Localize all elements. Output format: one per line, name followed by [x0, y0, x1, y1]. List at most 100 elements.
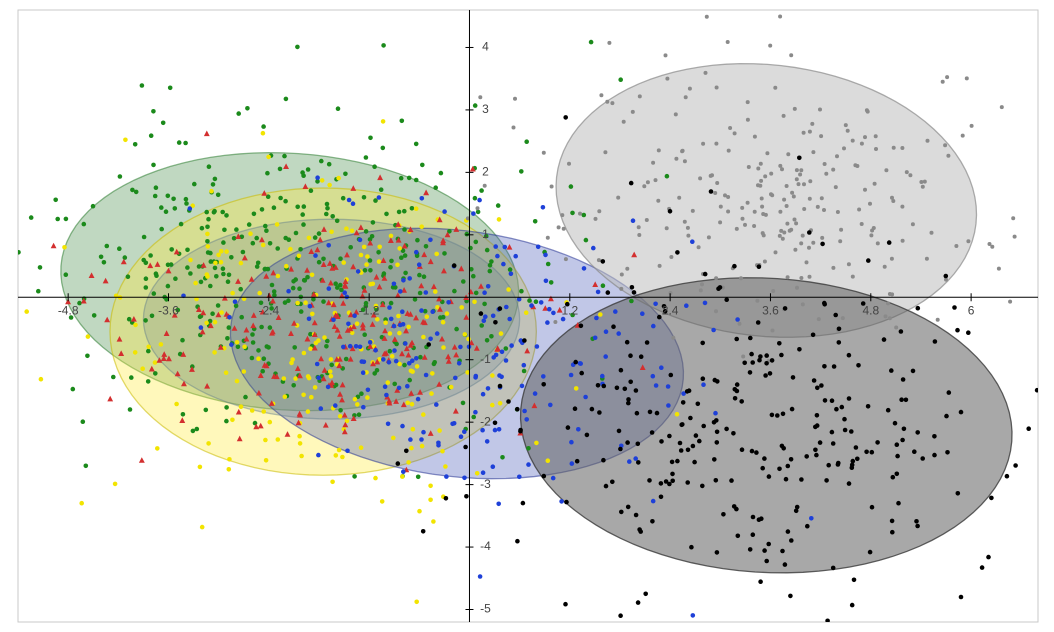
scatter-point	[353, 397, 358, 402]
scatter-point	[434, 252, 439, 257]
scatter-point	[91, 204, 96, 209]
scatter-point	[341, 260, 346, 265]
scatter-point	[564, 500, 569, 505]
scatter-point	[474, 240, 479, 245]
scatter-point	[493, 320, 498, 325]
scatter-point	[542, 151, 546, 155]
scatter-point	[961, 134, 965, 138]
scatter-point	[601, 259, 606, 264]
scatter-point	[675, 412, 680, 417]
scatter-point	[501, 262, 506, 267]
scatter-point	[820, 196, 824, 200]
scatter-point	[831, 441, 836, 446]
scatter-point	[406, 460, 411, 465]
scatter-point	[578, 361, 583, 366]
scatter-point	[632, 290, 637, 295]
scatter-point	[166, 284, 171, 289]
scatter-point	[754, 450, 759, 455]
scatter-point	[315, 175, 320, 180]
scatter-point	[691, 444, 696, 449]
scatter-point	[799, 241, 803, 245]
scatter-point	[213, 320, 218, 325]
scatter-point	[425, 314, 430, 319]
scatter-point	[415, 364, 420, 369]
scatter-point	[409, 446, 414, 451]
scatter-point	[743, 223, 747, 227]
scatter-point	[798, 173, 802, 177]
scatter-point	[375, 368, 380, 373]
scatter-point	[243, 395, 248, 400]
scatter-point	[582, 266, 587, 271]
scatter-point	[823, 162, 827, 166]
scatter-point	[242, 369, 247, 374]
scatter-point	[481, 470, 486, 475]
scatter-point	[429, 391, 434, 396]
scatter-point	[726, 210, 730, 214]
scatter-point	[373, 348, 378, 353]
scatter-point	[822, 301, 827, 306]
scatter-point	[694, 433, 699, 438]
scatter-point	[179, 222, 184, 227]
scatter-point	[485, 338, 490, 343]
scatter-point	[748, 336, 753, 341]
scatter-point	[473, 410, 478, 415]
scatter-point	[476, 206, 480, 210]
scatter-point	[284, 97, 289, 102]
scatter-point	[24, 309, 29, 314]
scatter-point	[210, 311, 215, 316]
scatter-point	[227, 315, 232, 320]
scatter-point	[701, 142, 705, 146]
scatter-point	[213, 261, 218, 266]
scatter-point	[746, 201, 750, 205]
scatter-point	[681, 400, 686, 405]
scatter-point	[1005, 474, 1010, 479]
scatter-point	[748, 370, 753, 375]
scatter-point	[315, 362, 320, 367]
scatter-point	[884, 168, 888, 172]
scatter-point	[313, 235, 318, 240]
scatter-point	[782, 198, 786, 202]
scatter-point	[780, 167, 784, 171]
scatter-point	[762, 456, 767, 461]
scatter-point	[703, 272, 708, 277]
scatter-point	[219, 260, 224, 265]
scatter-point	[263, 224, 268, 229]
scatter-point	[486, 284, 491, 289]
scatter-point	[547, 307, 552, 312]
scatter-point	[781, 412, 786, 417]
scatter-point	[785, 222, 789, 226]
scatter-point	[736, 534, 741, 539]
scatter-point	[529, 303, 534, 308]
scatter-point	[491, 355, 496, 360]
scatter-point	[482, 318, 487, 323]
scatter-point	[414, 600, 419, 605]
scatter-point	[169, 247, 174, 252]
scatter-point	[522, 369, 527, 374]
scatter-point	[890, 257, 894, 261]
scatter-point	[355, 321, 360, 326]
scatter-point	[818, 440, 823, 445]
scatter-point	[815, 386, 820, 391]
scatter-point	[362, 332, 367, 337]
scatter-point	[407, 378, 412, 383]
scatter-point	[216, 193, 221, 198]
scatter-point	[579, 324, 584, 329]
scatter-point	[368, 136, 373, 141]
scatter-point	[177, 140, 182, 145]
scatter-point	[808, 179, 812, 183]
scatter-point	[789, 53, 793, 57]
scatter-point	[980, 565, 985, 570]
scatter-point	[206, 244, 211, 249]
scatter-point	[688, 416, 693, 421]
scatter-point	[753, 210, 757, 214]
scatter-point	[205, 225, 210, 230]
scatter-point	[329, 357, 334, 362]
scatter-point	[392, 282, 397, 287]
scatter-point	[622, 120, 626, 124]
scatter-point	[703, 301, 708, 306]
scatter-point	[461, 401, 466, 406]
scatter-point	[524, 417, 529, 422]
scatter-point	[320, 178, 325, 183]
scatter-point	[421, 412, 426, 417]
scatter-point	[851, 139, 855, 143]
